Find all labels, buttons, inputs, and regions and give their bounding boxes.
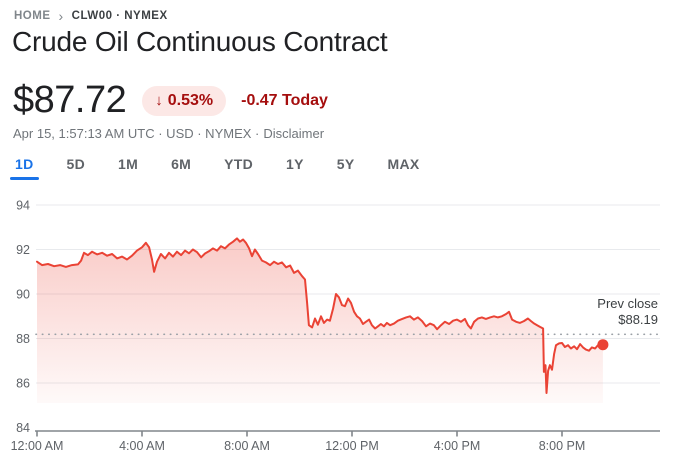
tab-ytd[interactable]: YTD — [224, 156, 254, 172]
prev-close-label: Prev close — [597, 296, 658, 311]
x-tick-label: 4:00 PM — [434, 439, 481, 453]
current-price: $87.72 — [13, 79, 127, 121]
x-tick-label: 4:00 AM — [119, 439, 165, 453]
x-tick-label: 12:00 PM — [325, 439, 379, 453]
tab-1m[interactable]: 1M — [118, 156, 139, 172]
down-arrow-icon: ↓ — [155, 92, 163, 109]
chevron-right-icon: › — [58, 8, 64, 24]
quote-meta: Apr 15, 1:57:13 AM UTC · USD · NYMEX · D… — [13, 126, 324, 141]
price-line — [36, 237, 604, 394]
change-percent-value: 0.53% — [167, 91, 214, 109]
breadcrumb-home-link[interactable]: HOME — [14, 10, 51, 22]
range-tabs: 1D 5D 1M 6M YTD 1Y 5Y MAX — [10, 151, 421, 181]
change-percent-badge: ↓ 0.53% — [142, 85, 227, 116]
y-tick-label: 86 — [16, 377, 30, 391]
x-tick-label: 8:00 PM — [539, 439, 586, 453]
tab-6m[interactable]: 6M — [171, 156, 192, 172]
breadcrumb: HOME › CLW00 · NYMEX — [14, 9, 168, 23]
x-tick-label: 8:00 AM — [224, 439, 270, 453]
quote-header: $87.72 ↓ 0.53% -0.47 Today — [13, 79, 328, 122]
prev-close-value: $88.19 — [618, 312, 658, 327]
y-tick-label: 92 — [16, 243, 30, 257]
disclaimer-link[interactable]: Disclaimer — [263, 126, 325, 141]
y-tick-label: 84 — [16, 421, 30, 435]
last-price-dot — [597, 339, 609, 351]
price-chart[interactable]: Prev close$88.19 12:00 AM 4:00 AM 8:00 AM 12… — [0, 190, 691, 467]
change-amount-today: -0.47 Today — [241, 91, 328, 109]
tab-max[interactable]: MAX — [387, 156, 420, 172]
tab-5y[interactable]: 5Y — [336, 156, 355, 172]
y-tick-label: 88 — [16, 332, 30, 346]
tab-1d[interactable]: 1D — [10, 151, 38, 181]
tab-5d[interactable]: 5D — [66, 156, 85, 172]
y-tick-label: 94 — [16, 199, 30, 213]
y-tick-label: 90 — [16, 288, 30, 302]
tab-1y[interactable]: 1Y — [286, 156, 304, 172]
x-tick-label: 12:00 AM — [11, 439, 64, 453]
breadcrumb-symbol: CLW00 · NYMEX — [71, 10, 168, 22]
page-title: Crude Oil Continuous Contract — [12, 26, 388, 57]
quote-meta-text: Apr 15, 1:57:13 AM UTC · USD · NYMEX · — [13, 126, 260, 141]
